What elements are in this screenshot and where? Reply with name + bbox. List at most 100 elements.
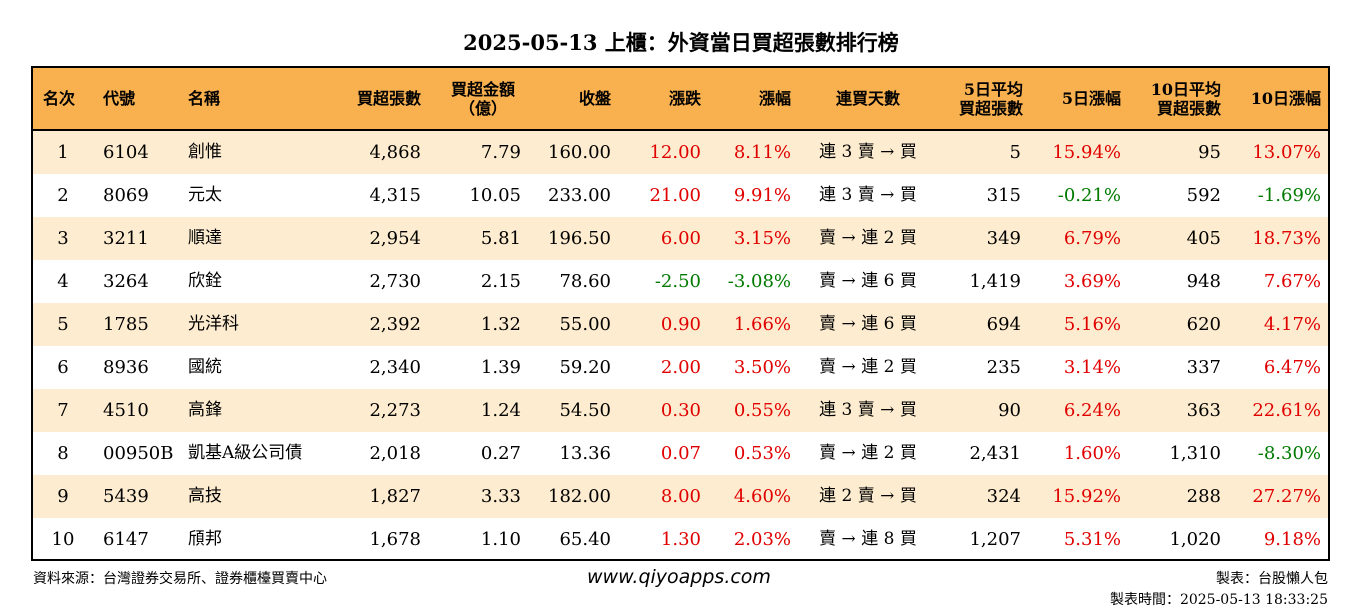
- cell-name: 高鋒: [188, 400, 222, 420]
- cell-pct10: -8.30%: [1257, 443, 1321, 464]
- table-row: 6 8936 國統 2,340 1.39 59.20 2.00 3.50% 賣 → 連 2 買 2…: [33, 346, 1328, 389]
- cell-change: 6.00: [660, 228, 701, 249]
- cell-amount: 5.81: [480, 228, 521, 249]
- table-row: 1 6104 創惟 4,868 7.79 160.00 12.00 8.11% 連 3 賣 → …: [33, 131, 1328, 174]
- cell-rank: 7: [57, 400, 69, 421]
- cell-close: 196.50: [548, 228, 611, 249]
- cell-code: 00950B: [103, 443, 174, 464]
- cell-pct10: 4.17%: [1263, 314, 1321, 335]
- cell-change-pct: 1.66%: [733, 314, 791, 335]
- ranking-table: 名次 代號 名稱 買超張數 買超金額 （億） 收盤 漲跌 漲幅 連買天數 5日平均…: [31, 66, 1330, 561]
- cell-streak: 連 3 賣 → 買: [819, 400, 917, 420]
- cell-change: 2.00: [660, 357, 701, 378]
- made-time: 製表時間：2025-05-13 18:33:25: [1109, 592, 1328, 608]
- table-row: 5 1785 光洋科 2,392 1.32 55.00 0.90 1.66% 賣 → 連 6 買…: [33, 303, 1328, 346]
- cell-amount: 2.15: [480, 271, 521, 292]
- cell-close: 13.36: [559, 443, 611, 464]
- cell-avg10: 592: [1186, 185, 1221, 206]
- page-title: 2025-05-13 上櫃：外資當日買超張數排行榜: [463, 30, 899, 55]
- cell-close: 54.50: [559, 400, 611, 421]
- header-rank: 名次: [43, 89, 76, 108]
- cell-pct5: 6.79%: [1063, 228, 1121, 249]
- cell-avg5: 5: [1009, 142, 1021, 163]
- cell-net-lots: 2,340: [369, 357, 421, 378]
- cell-change: 12.00: [649, 142, 701, 163]
- cell-change: 21.00: [649, 185, 701, 206]
- cell-change: 1.30: [660, 529, 701, 550]
- table-row: 2 8069 元太 4,315 10.05 233.00 21.00 9.91% 連 3 賣 →…: [33, 174, 1328, 217]
- cell-close: 160.00: [548, 142, 611, 163]
- cell-streak: 賣 → 連 8 買: [819, 529, 917, 549]
- cell-close: 78.60: [559, 271, 611, 292]
- cell-close: 65.40: [559, 529, 611, 550]
- cell-net-lots: 2,730: [369, 271, 421, 292]
- cell-avg10: 363: [1186, 400, 1221, 421]
- header-avg10: 10日平均 買超張數: [1150, 79, 1221, 118]
- header-pct5: 5日漲幅: [1061, 89, 1121, 108]
- cell-avg10: 95: [1198, 142, 1221, 163]
- cell-rank: 2: [57, 185, 69, 206]
- cell-close: 233.00: [548, 185, 611, 206]
- cell-close: 59.20: [559, 357, 611, 378]
- cell-streak: 賣 → 連 6 買: [819, 271, 917, 291]
- cell-net-lots: 1,678: [369, 529, 421, 550]
- cell-pct5: 1.60%: [1063, 443, 1121, 464]
- header-change: 漲跌: [668, 89, 701, 108]
- cell-code: 6147: [103, 529, 149, 550]
- cell-avg5: 324: [986, 486, 1021, 507]
- cell-rank: 9: [57, 486, 69, 507]
- cell-rank: 3: [57, 228, 69, 249]
- cell-close: 55.00: [559, 314, 611, 335]
- cell-pct5: 15.92%: [1052, 486, 1121, 507]
- cell-pct10: 13.07%: [1252, 142, 1321, 163]
- cell-net-lots: 2,392: [369, 314, 421, 335]
- cell-change-pct: 9.91%: [733, 185, 791, 206]
- cell-close: 182.00: [548, 486, 611, 507]
- cell-pct5: -0.21%: [1057, 185, 1121, 206]
- cell-name: 高技: [188, 486, 222, 506]
- cell-amount: 1.39: [480, 357, 521, 378]
- cell-amount: 1.24: [480, 400, 521, 421]
- cell-change: 8.00: [660, 486, 701, 507]
- cell-pct5: 15.94%: [1052, 142, 1121, 163]
- cell-rank: 5: [57, 314, 69, 335]
- cell-avg5: 1,419: [969, 271, 1021, 292]
- cell-change: 0.07: [660, 443, 701, 464]
- cell-name: 元太: [188, 185, 222, 205]
- cell-amount: 1.10: [480, 529, 521, 550]
- cell-net-lots: 4,315: [369, 185, 421, 206]
- cell-change-pct: 2.03%: [733, 529, 791, 550]
- cell-change: 0.30: [660, 400, 701, 421]
- cell-avg5: 694: [986, 314, 1021, 335]
- cell-net-lots: 2,954: [369, 228, 421, 249]
- cell-avg10: 620: [1186, 314, 1221, 335]
- website-link[interactable]: www.qiyoapps.com: [587, 566, 771, 588]
- cell-rank: 10: [51, 529, 75, 550]
- cell-amount: 1.32: [480, 314, 521, 335]
- cell-pct5: 6.24%: [1063, 400, 1121, 421]
- cell-avg10: 337: [1186, 357, 1221, 378]
- cell-pct10: 18.73%: [1252, 228, 1321, 249]
- table-row: 3 3211 順達 2,954 5.81 196.50 6.00 3.15% 賣 → 連 2 買…: [33, 217, 1328, 260]
- table-row: 7 4510 高鋒 2,273 1.24 54.50 0.30 0.55% 連 3 賣 → 買 9…: [33, 389, 1328, 432]
- header-close: 收盤: [578, 89, 611, 108]
- cell-rank: 1: [57, 142, 69, 163]
- cell-change: 0.90: [660, 314, 701, 335]
- cell-pct5: 3.69%: [1063, 271, 1121, 292]
- cell-code: 8936: [103, 357, 149, 378]
- header-amount: 買超金額 （億）: [450, 79, 515, 118]
- cell-name: 欣銓: [188, 271, 222, 291]
- cell-change-pct: 0.55%: [733, 400, 791, 421]
- table-row: 10 6147 頎邦 1,678 1.10 65.40 1.30 2.03% 賣 → 連 8 買…: [33, 518, 1328, 561]
- cell-streak: 賣 → 連 2 買: [819, 357, 917, 377]
- cell-name: 凱基A級公司債: [188, 443, 303, 463]
- cell-amount: 10.05: [469, 185, 521, 206]
- cell-avg5: 349: [986, 228, 1021, 249]
- cell-change: -2.50: [654, 271, 701, 292]
- data-source: 資料來源：台灣證券交易所、證券櫃檯買賣中心: [33, 571, 327, 587]
- table-row: 9 5439 高技 1,827 3.33 182.00 8.00 4.60% 連 2 賣 → 買…: [33, 475, 1328, 518]
- cell-code: 3211: [103, 228, 149, 249]
- cell-avg5: 315: [986, 185, 1021, 206]
- cell-avg5: 2,431: [969, 443, 1021, 464]
- cell-pct5: 5.16%: [1063, 314, 1121, 335]
